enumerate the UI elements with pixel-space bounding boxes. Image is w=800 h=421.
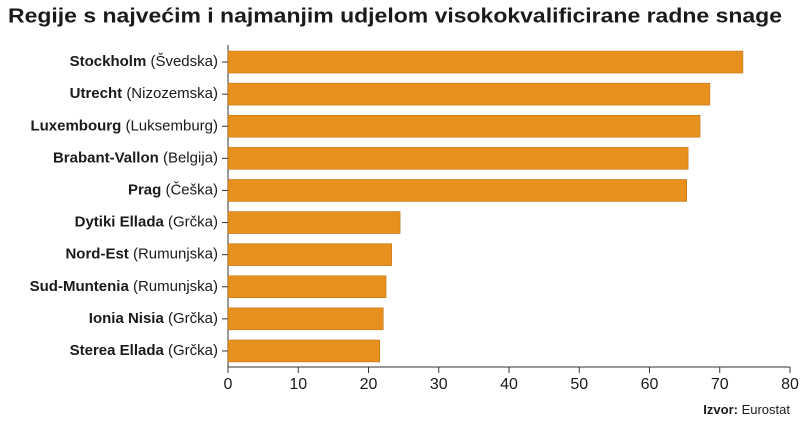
source: Izvor: Eurostat: [703, 402, 790, 417]
y-tick-label: Stockholm (Švedska): [70, 53, 218, 70]
region-name: Brabant-Vallon: [53, 149, 159, 166]
region-name: Sud-Muntenia: [30, 278, 130, 295]
x-tick-label: 40: [500, 376, 518, 393]
bar: [227, 50, 744, 74]
y-tick-label: Sterea Ellada (Grčka): [70, 342, 218, 359]
region-name: Ionia Nisia: [89, 310, 165, 327]
bar: [227, 82, 711, 106]
region-name: Sterea Ellada: [70, 342, 165, 359]
country-name: (Rumunjska): [133, 246, 218, 263]
bar: [227, 243, 392, 266]
x-tick-label: 10: [289, 376, 307, 393]
region-name: Stockholm: [70, 53, 147, 70]
bar: [227, 115, 701, 138]
region-name: Utrecht: [70, 85, 123, 102]
x-tick-label: 0: [224, 376, 233, 393]
region-name: Luxembourg: [30, 117, 121, 134]
x-tick-label: 80: [781, 376, 799, 393]
x-tick-label: 60: [641, 376, 659, 393]
y-tick-label: Nord-Est (Rumunjska): [65, 246, 218, 263]
y-tick-label: Ionia Nisia (Grčka): [89, 310, 218, 327]
country-name: (Nizozemska): [126, 85, 218, 102]
country-name: (Rumunjska): [133, 278, 218, 295]
region-name: Dytiki Ellada: [75, 214, 165, 231]
country-name: (Grčka): [168, 310, 218, 327]
region-name: Nord-Est: [65, 246, 128, 263]
y-tick-label: Luxembourg (Luksemburg): [30, 117, 218, 134]
bar: [227, 275, 387, 298]
x-tick-label: 70: [711, 376, 729, 393]
country-name: (Belgija): [163, 149, 218, 166]
y-tick-label: Sud-Muntenia (Rumunjska): [30, 278, 218, 295]
y-tick-label: Brabant-Vallon (Belgija): [53, 149, 218, 166]
country-name: (Grčka): [168, 342, 218, 359]
country-name: (Grčka): [168, 214, 218, 231]
bar: [227, 339, 380, 363]
country-name: (Luksemburg): [125, 117, 218, 134]
bar: [227, 211, 401, 234]
source-label: Izvor:: [703, 402, 738, 417]
x-tick-label: 50: [570, 376, 588, 393]
y-tick-label: Utrecht (Nizozemska): [70, 85, 218, 102]
bar: [227, 147, 689, 170]
x-tick-label: 30: [430, 376, 448, 393]
y-tick-label: Prag (Češka): [128, 181, 218, 198]
region-name: Prag: [128, 181, 161, 198]
source-text: Eurostat: [742, 402, 791, 417]
y-tick-label: Dytiki Ellada (Grčka): [75, 214, 218, 231]
bar: [227, 307, 384, 331]
bar: [227, 179, 687, 202]
x-tick-label: 20: [360, 376, 378, 393]
chart-title: Regije s najvećim i najmanjim udjelom vi…: [8, 5, 782, 27]
country-name: (Češka): [165, 181, 218, 198]
country-name: (Švedska): [150, 53, 218, 70]
